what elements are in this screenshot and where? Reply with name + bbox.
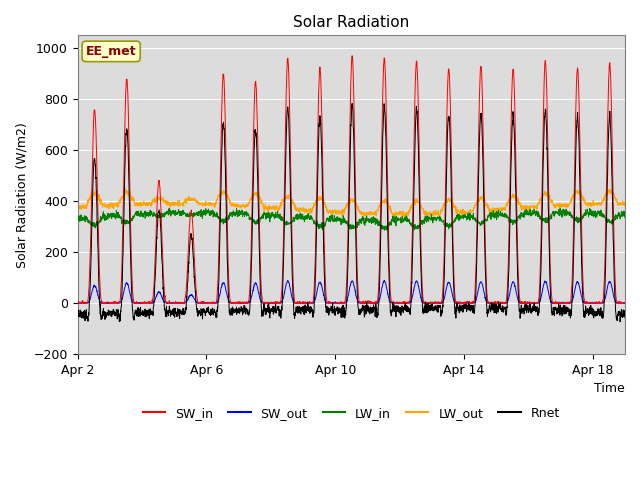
- Text: EE_met: EE_met: [86, 45, 136, 58]
- Y-axis label: Solar Radiation (W/m2): Solar Radiation (W/m2): [15, 122, 28, 267]
- X-axis label: Time: Time: [595, 383, 625, 396]
- Legend: SW_in, SW_out, LW_in, LW_out, Rnet: SW_in, SW_out, LW_in, LW_out, Rnet: [138, 402, 565, 425]
- Title: Solar Radiation: Solar Radiation: [293, 15, 410, 30]
